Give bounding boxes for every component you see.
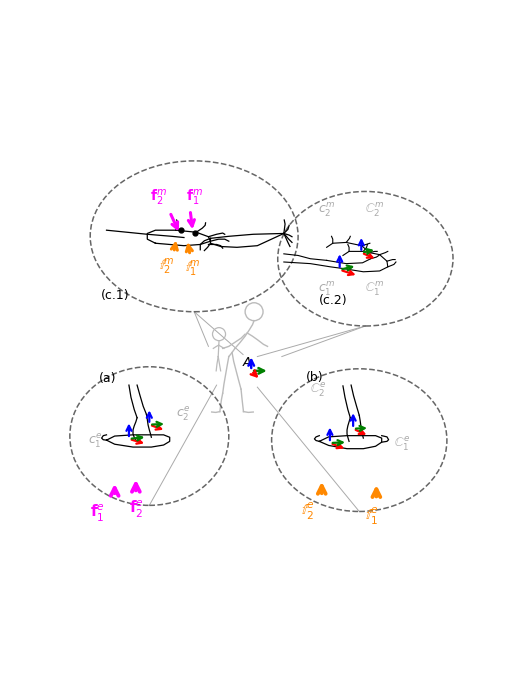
Text: $\mathbb{C}_2^m$: $\mathbb{C}_2^m$: [366, 202, 385, 219]
Text: $\mathbb{f}_1^m$: $\mathbb{f}_1^m$: [185, 258, 201, 279]
Text: A: A: [242, 356, 251, 369]
Text: $\mathbb{C}_1^m$: $\mathbb{C}_1^m$: [366, 281, 385, 298]
Text: $\mathbf{f}_2^m$: $\mathbf{f}_2^m$: [150, 188, 167, 207]
Text: (c.2): (c.2): [319, 295, 347, 307]
Text: (b): (b): [306, 371, 323, 384]
Text: $\mathbb{f}_2^e$: $\mathbb{f}_2^e$: [301, 501, 315, 522]
Text: (c.1): (c.1): [100, 290, 129, 302]
Text: $\mathbf{f}_2^e$: $\mathbf{f}_2^e$: [129, 499, 144, 520]
Text: $\mathbb{C}_2^e$: $\mathbb{C}_2^e$: [309, 381, 326, 399]
Text: $\mathbb{f}_2^m$: $\mathbb{f}_2^m$: [159, 257, 175, 277]
Text: $\mathbb{C}_1^e$: $\mathbb{C}_1^e$: [394, 435, 410, 453]
Text: $\mathbb{f}_1^e$: $\mathbb{f}_1^e$: [366, 506, 379, 527]
Text: $c_1^e$: $c_1^e$: [88, 432, 103, 450]
Text: $c_1^m$: $c_1^m$: [318, 281, 335, 298]
Text: (a): (a): [99, 372, 117, 385]
Text: $c_2^m$: $c_2^m$: [318, 202, 335, 219]
Text: $\mathbf{f}_1^m$: $\mathbf{f}_1^m$: [186, 188, 203, 209]
Text: $\mathbf{f}_1^e$: $\mathbf{f}_1^e$: [90, 503, 105, 524]
Text: $c_2^e$: $c_2^e$: [176, 406, 190, 423]
